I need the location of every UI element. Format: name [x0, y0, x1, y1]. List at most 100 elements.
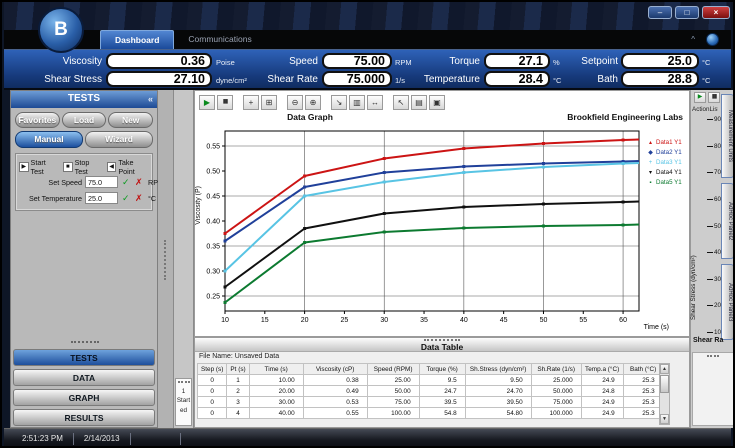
- data-point: [303, 241, 307, 244]
- status-spacer: [131, 432, 181, 445]
- legend-item-data2-y1[interactable]: ◆ Data2 Y1: [647, 149, 691, 156]
- table-cell: 25.000: [530, 374, 582, 386]
- series-data1-y1: [224, 138, 640, 235]
- title-bar[interactable]: – □ ×: [4, 2, 731, 30]
- table-row[interactable]: 0 3 30.00 0.53 75.00 39.5 39.50 75.000 24.9 25.3: [196, 396, 664, 408]
- nav-tests[interactable]: TESTS: [13, 349, 155, 366]
- data-table-header[interactable]: Data Table: [195, 338, 689, 352]
- load-button[interactable]: Load: [61, 112, 107, 128]
- dock-tab-adhoc-panel3[interactable]: AdHoc Panel3: [721, 264, 733, 340]
- set-speed-cancel-icon[interactable]: ✗: [135, 177, 143, 187]
- dock-pause-button[interactable]: ▮▮: [708, 92, 720, 103]
- table-cell: 50.000: [530, 385, 582, 397]
- nav-graph[interactable]: GRAPH: [13, 389, 155, 406]
- column-header-temp-a-c: Temp.a (°C): [580, 363, 624, 375]
- select-arrow-icon[interactable]: ↖: [393, 94, 409, 110]
- dock-play-button[interactable]: ▶: [694, 92, 706, 103]
- table-row[interactable]: 0 4 40.00 0.55 100.00 54.8 54.80 100.000 24.9 25.…: [196, 407, 664, 419]
- save-icon[interactable]: ▣: [429, 94, 445, 110]
- data-point: [541, 202, 545, 206]
- dock-tab-measurement-units[interactable]: Measurement Units: [721, 94, 733, 178]
- legend-marker-icon: ▾: [648, 170, 652, 176]
- collapse-chevron-icon[interactable]: ^: [691, 35, 695, 44]
- vertical-splitter[interactable]: [158, 90, 174, 428]
- data-point: [223, 239, 227, 243]
- zoom-out-icon[interactable]: ⊖: [287, 94, 303, 110]
- scrollbar-thumb[interactable]: [660, 375, 669, 393]
- table-cell: 75.000: [530, 396, 582, 408]
- take-point-button[interactable]: ◀ Take Point: [106, 158, 150, 176]
- collapse-icon[interactable]: «: [147, 94, 153, 104]
- data-point: [223, 269, 227, 273]
- start-test-button[interactable]: ▶ Start Test: [19, 158, 59, 176]
- nav-results[interactable]: RESULTS: [13, 409, 155, 426]
- table-cell: 1: [226, 374, 250, 386]
- table-row[interactable]: 0 2 20.00 0.49 50.00 24.7 24.70 50.000 24.8 25.3: [196, 385, 664, 397]
- data-point: [303, 227, 307, 230]
- sidebar-header[interactable]: TESTS «: [11, 91, 157, 108]
- test-control-group: ▶ Start Test ■ Stop Test ◀ Take Point Set Spe…: [15, 153, 164, 211]
- tick-label: 30: [713, 275, 721, 283]
- stop-test-button[interactable]: ■ Stop Test: [63, 158, 103, 176]
- dock-sub-panel: [692, 352, 733, 426]
- legend-item-data3-y1[interactable]: + Data3 Y1: [647, 159, 691, 166]
- set-temperature-confirm-icon[interactable]: ✓: [122, 193, 130, 203]
- scroll-up-icon[interactable]: ▲: [660, 364, 669, 374]
- wizard-button[interactable]: Wizard: [85, 131, 153, 148]
- print-icon[interactable]: ▤: [411, 94, 427, 110]
- panel-grip[interactable]: [707, 355, 719, 357]
- series-data5-y1: [224, 223, 640, 304]
- data-point: [541, 162, 545, 165]
- tab-dashboard[interactable]: Dashboard: [100, 30, 175, 49]
- y-tick-label: 0.55: [206, 144, 220, 151]
- table-scrollbar[interactable]: ▲ ▼: [659, 363, 670, 425]
- minimize-button[interactable]: –: [648, 6, 672, 19]
- table-cell: 0.38: [302, 374, 368, 386]
- globe-icon[interactable]: [706, 33, 719, 46]
- vertical-cursor-icon[interactable]: ▥: [349, 94, 365, 110]
- legend-item-data5-y1[interactable]: ▪ Data5 Y1: [647, 179, 691, 186]
- close-button[interactable]: ×: [702, 6, 730, 19]
- legend-label: Data4 Y1: [656, 169, 682, 176]
- set-speed-input[interactable]: 75.0: [85, 176, 118, 188]
- set-temperature-input[interactable]: 25.0: [85, 192, 118, 204]
- column-header-sh-stress-dyn-cm: Sh.Stress (dyn/cm²): [464, 363, 532, 375]
- horizontal-cursor-icon[interactable]: ↔: [367, 94, 383, 110]
- panel-grip[interactable]: [424, 339, 460, 341]
- column-header-sh-rate-1-s: Sh.Rate (1/s): [530, 363, 582, 375]
- set-temperature-cancel-icon[interactable]: ✗: [135, 193, 143, 203]
- nav-grip[interactable]: [71, 341, 99, 343]
- x-tick-label: 60: [619, 317, 627, 324]
- zoom-window-icon[interactable]: ⊞: [261, 94, 277, 110]
- new-button[interactable]: New: [108, 112, 154, 128]
- bath-value: 28.8: [621, 71, 699, 87]
- set-speed-confirm-icon[interactable]: ✓: [122, 177, 130, 187]
- table-cell: 20.00: [248, 385, 304, 397]
- pan-crosshair-icon[interactable]: +: [243, 94, 259, 110]
- table-cell: 24.9: [580, 407, 624, 419]
- trace-cursor-icon[interactable]: ↘: [331, 94, 347, 110]
- table-header-row: Step (s) Pt (s) Time (s) Viscosity (cP) Spee…: [196, 363, 664, 375]
- maximize-button[interactable]: □: [675, 6, 699, 19]
- chart-plot-area[interactable]: 10 15 20 25 30 35 40 45 50 55 60 0.25 0.30 0.35 0.40 0.…: [195, 125, 691, 337]
- zoom-in-icon[interactable]: ⊕: [305, 94, 321, 110]
- legend-item-data1-y1[interactable]: ▴ Data1 Y1: [647, 139, 691, 146]
- panel-grip[interactable]: [177, 381, 190, 383]
- dock-tab-adhoc-panel2[interactable]: AdHoc Panel2: [721, 183, 733, 259]
- scroll-down-icon[interactable]: ▼: [660, 414, 669, 424]
- tab-strip: Dashboard Communications ^: [4, 30, 731, 49]
- tab-communications[interactable]: Communications: [188, 34, 252, 44]
- play-icon[interactable]: ▶: [199, 94, 215, 110]
- nav-data[interactable]: DATA: [13, 369, 155, 386]
- y-tick-label: 0.30: [206, 269, 220, 276]
- pause-icon[interactable]: ▮▮: [217, 94, 233, 110]
- table-cell: 9.5: [418, 374, 466, 386]
- test-status-panel[interactable]: 1 Started: [175, 378, 192, 426]
- favorites-button[interactable]: Favorites: [15, 112, 60, 128]
- manual-button[interactable]: Manual: [15, 131, 83, 148]
- data-point: [462, 165, 466, 168]
- table-row[interactable]: 0 1 10.00 0.38 25.00 9.5 9.50 25.000 24.9 25.3: [196, 374, 664, 386]
- legend-item-data4-y1[interactable]: ▾ Data4 Y1: [647, 169, 691, 176]
- viscosity-label: Viscosity: [62, 56, 102, 67]
- x-tick-label: 50: [540, 317, 548, 324]
